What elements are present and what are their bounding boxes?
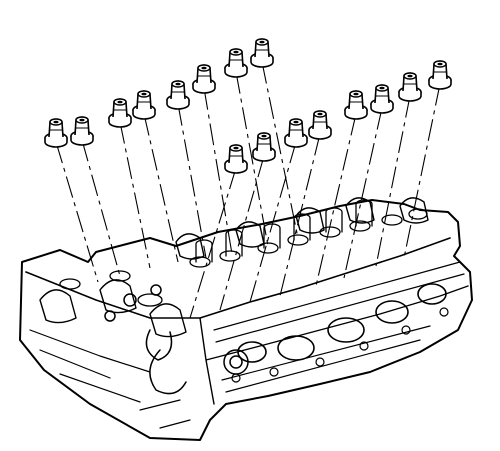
alignment-line bbox=[235, 71, 269, 247]
cylinder-head bbox=[19, 197, 473, 441]
valve-stem-seal bbox=[224, 48, 248, 78]
head-side-face bbox=[199, 285, 469, 405]
valve-stem-seal bbox=[224, 144, 248, 174]
valve-stem-seal bbox=[250, 38, 274, 68]
alignment-line bbox=[55, 141, 99, 283]
valve-pockets bbox=[59, 208, 428, 307]
alignment-line bbox=[143, 113, 179, 263]
valve-stem-seal bbox=[192, 64, 216, 94]
flange-ribs bbox=[213, 261, 465, 393]
valve-stem-seal bbox=[132, 90, 156, 120]
alignment-line bbox=[219, 155, 265, 311]
alignment-line bbox=[279, 133, 321, 297]
valve-stem-seal bbox=[308, 110, 332, 140]
valve-stem-seal bbox=[284, 118, 308, 148]
alignment-line bbox=[249, 141, 297, 303]
alignment-line bbox=[403, 83, 441, 259]
valve-stem-seal bbox=[108, 98, 132, 128]
front-end-detail bbox=[104, 284, 249, 395]
flange-bolt-holes bbox=[231, 307, 449, 383]
valve-stem-seal bbox=[370, 84, 394, 114]
ports bbox=[237, 283, 447, 363]
head-outline bbox=[19, 199, 473, 441]
head-top-deck bbox=[25, 237, 451, 319]
alignment-line bbox=[315, 113, 357, 287]
alignment-line bbox=[261, 61, 299, 239]
alignment-line bbox=[203, 87, 233, 255]
valve-stem-seal bbox=[44, 118, 68, 148]
alignment-line bbox=[189, 167, 237, 319]
alignment-line bbox=[375, 95, 411, 267]
alignment-line bbox=[343, 107, 383, 279]
alignment-lines bbox=[55, 61, 441, 319]
alignment-line bbox=[177, 103, 207, 259]
valve-stem-seals bbox=[44, 38, 452, 174]
valve-stem-seal bbox=[166, 80, 190, 110]
valve-stem-seal bbox=[252, 132, 276, 162]
head-lower-structure bbox=[29, 329, 191, 429]
valve-stem-seal bbox=[428, 60, 452, 90]
valve-stem-seal bbox=[344, 90, 368, 120]
alignment-line bbox=[119, 121, 151, 269]
valve-stem-seal bbox=[398, 72, 422, 102]
valve-stem-seal bbox=[70, 116, 94, 146]
cam-journals bbox=[39, 197, 429, 338]
alignment-line bbox=[81, 139, 121, 277]
